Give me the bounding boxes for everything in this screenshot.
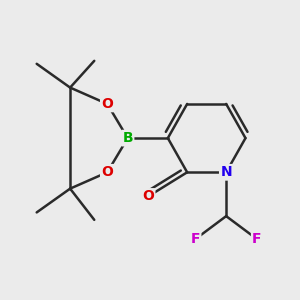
Text: O: O xyxy=(101,97,113,111)
Text: O: O xyxy=(142,189,154,203)
Text: N: N xyxy=(220,165,232,179)
Text: O: O xyxy=(101,165,113,179)
Text: F: F xyxy=(190,232,200,246)
Text: F: F xyxy=(252,232,262,246)
Text: B: B xyxy=(122,131,133,145)
